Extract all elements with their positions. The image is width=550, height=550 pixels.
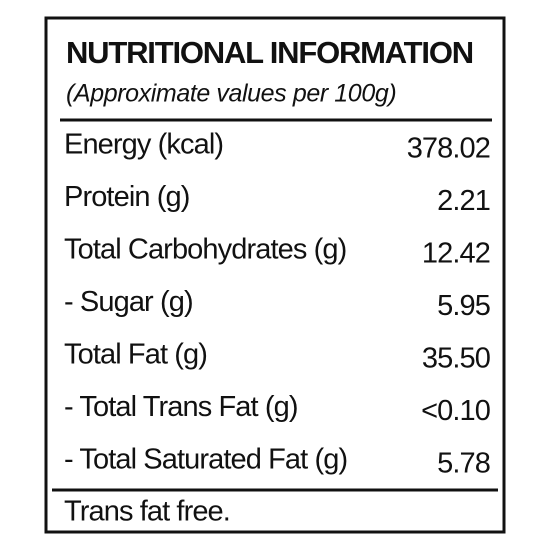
- nutrient-name: Total Fat (g): [64, 339, 207, 371]
- label-border: [44, 16, 506, 534]
- nutrient-value: 378.02: [407, 133, 490, 165]
- footer-note: Trans fat free.: [64, 496, 230, 528]
- nutrient-value: 2.21: [437, 185, 490, 217]
- label-title: NUTRITIONAL INFORMATION: [66, 35, 473, 70]
- nutrient-name: - Sugar (g): [64, 286, 193, 318]
- nutrient-name: Total Carbohydrates (g): [64, 234, 346, 266]
- nutrient-value: 12.42: [422, 238, 490, 270]
- nutrient-value: 5.95: [437, 290, 490, 322]
- nutrient-name: Protein (g): [64, 181, 190, 213]
- nutrient-name: Energy (kcal): [64, 129, 223, 161]
- nutrient-value: 5.78: [437, 448, 490, 480]
- nutrient-name: - Total Trans Fat (g): [64, 391, 298, 423]
- nutrient-name: - Total Saturated Fat (g): [64, 444, 347, 476]
- nutrient-value: <0.10: [421, 395, 490, 427]
- nutrient-value: 35.50: [422, 343, 490, 375]
- label-subtitle: (Approximate values per 100g): [66, 80, 396, 108]
